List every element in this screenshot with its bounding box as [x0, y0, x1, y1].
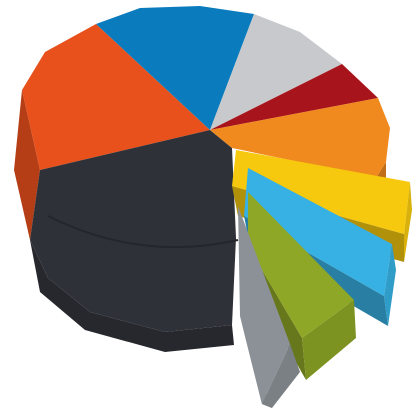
pie-slice: [30, 130, 236, 332]
pie-slice-end: [384, 244, 396, 326]
pie-slice-edge: [47, 215, 239, 249]
pie-slice-exploded: [248, 192, 354, 338]
pie-slice: [22, 24, 210, 170]
pie-slice-side: [30, 240, 234, 352]
pie-slice: [210, 14, 342, 130]
pie-slice-exploded: [238, 206, 290, 404]
pie-slice: [210, 98, 390, 178]
pie-slice-exploded: [232, 150, 410, 234]
pie-slice: [210, 64, 378, 130]
pie-slice-end: [404, 182, 412, 262]
pie-slice: [96, 6, 254, 130]
pie-slice-end: [262, 344, 300, 408]
pie-slice-end: [302, 300, 356, 380]
pie-slice-side: [14, 90, 40, 240]
pie-slice-exploded: [244, 168, 392, 296]
